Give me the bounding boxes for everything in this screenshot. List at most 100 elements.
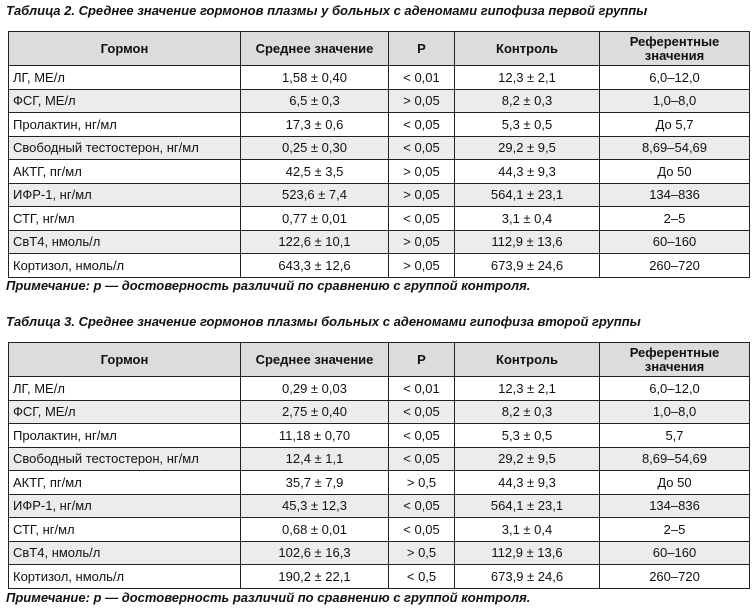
cell-reference: 2–5 xyxy=(599,517,750,542)
cell-hormone: СвТ4, нмоль/л xyxy=(8,540,241,565)
cell-hormone: Пролактин, нг/мл xyxy=(8,423,241,448)
cell-control: 112,9 ± 13,6 xyxy=(454,540,600,565)
cell-reference: До 50 xyxy=(599,159,750,184)
cell-hormone: ФСГ, МЕ/л xyxy=(8,399,241,424)
cell-p: > 0,05 xyxy=(388,253,455,278)
cell-hormone: Пролактин, нг/мл xyxy=(8,112,241,137)
cell-control: 12,3 ± 2,1 xyxy=(454,65,600,90)
cell-control: 44,3 ± 9,3 xyxy=(454,470,600,495)
table2: Гормон Среднее значение P Контроль Рефер… xyxy=(8,31,750,278)
header-reference: Референтные значения xyxy=(599,31,750,66)
cell-p: < 0,05 xyxy=(388,399,455,424)
cell-p: < 0,05 xyxy=(388,135,455,160)
table-row: АКТГ, пг/мл 35,7 ± 7,9 > 0,5 44,3 ± 9,3 … xyxy=(8,470,750,495)
cell-hormone: Свободный тестостерон, нг/мл xyxy=(8,446,241,471)
cell-control: 29,2 ± 9,5 xyxy=(454,446,600,471)
table-row: Пролактин, нг/мл 17,3 ± 0,6 < 0,05 5,3 ±… xyxy=(8,112,750,137)
cell-mean: 0,77 ± 0,01 xyxy=(240,206,389,231)
header-hormone: Гормон xyxy=(8,342,241,377)
cell-p: < 0,05 xyxy=(388,446,455,471)
cell-hormone: ЛГ, МЕ/л xyxy=(8,376,241,401)
cell-reference: 60–160 xyxy=(599,540,750,565)
cell-control: 673,9 ± 24,6 xyxy=(454,564,600,589)
cell-hormone: ЛГ, МЕ/л xyxy=(8,65,241,90)
cell-p: > 0,05 xyxy=(388,88,455,113)
table2-note: Примечание: р — достоверность различий п… xyxy=(6,278,531,293)
cell-mean: 0,68 ± 0,01 xyxy=(240,517,389,542)
cell-reference: 134–836 xyxy=(599,182,750,207)
table-row: АКТГ, пг/мл 42,5 ± 3,5 > 0,05 44,3 ± 9,3… xyxy=(8,159,750,184)
header-mean: Среднее значение xyxy=(240,342,389,377)
cell-control: 112,9 ± 13,6 xyxy=(454,229,600,254)
cell-mean: 12,4 ± 1,1 xyxy=(240,446,389,471)
cell-reference: 6,0–12,0 xyxy=(599,65,750,90)
cell-control: 5,3 ± 0,5 xyxy=(454,423,600,448)
cell-mean: 102,6 ± 16,3 xyxy=(240,540,389,565)
cell-reference: 134–836 xyxy=(599,493,750,518)
cell-reference: 8,69–54,69 xyxy=(599,446,750,471)
cell-reference: 6,0–12,0 xyxy=(599,376,750,401)
cell-p: < 0,05 xyxy=(388,112,455,137)
cell-reference: 5,7 xyxy=(599,423,750,448)
cell-reference: 2–5 xyxy=(599,206,750,231)
cell-mean: 643,3 ± 12,6 xyxy=(240,253,389,278)
cell-reference: До 5,7 xyxy=(599,112,750,137)
cell-hormone: СТГ, нг/мл xyxy=(8,206,241,231)
cell-hormone: ИФР-1, нг/мл xyxy=(8,493,241,518)
table-row: Свободный тестостерон, нг/мл 0,25 ± 0,30… xyxy=(8,135,750,160)
table3-note: Примечание: р — достоверность различий п… xyxy=(6,590,531,605)
cell-mean: 35,7 ± 7,9 xyxy=(240,470,389,495)
cell-p: > 0,05 xyxy=(388,182,455,207)
table-row: ФСГ, МЕ/л 6,5 ± 0,3 > 0,05 8,2 ± 0,3 1,0… xyxy=(8,88,750,113)
cell-control: 3,1 ± 0,4 xyxy=(454,206,600,231)
cell-p: > 0,5 xyxy=(388,540,455,565)
table-header-row: Гормон Среднее значение P Контроль Рефер… xyxy=(8,342,750,377)
cell-hormone: Свободный тестостерон, нг/мл xyxy=(8,135,241,160)
cell-reference: 8,69–54,69 xyxy=(599,135,750,160)
cell-p: < 0,05 xyxy=(388,206,455,231)
cell-control: 5,3 ± 0,5 xyxy=(454,112,600,137)
cell-p: < 0,05 xyxy=(388,493,455,518)
cell-reference: 60–160 xyxy=(599,229,750,254)
header-p: P xyxy=(388,31,455,66)
cell-mean: 42,5 ± 3,5 xyxy=(240,159,389,184)
cell-hormone: АКТГ, пг/мл xyxy=(8,470,241,495)
cell-p: < 0,05 xyxy=(388,517,455,542)
header-control: Контроль xyxy=(454,342,600,377)
cell-reference: До 50 xyxy=(599,470,750,495)
cell-mean: 0,29 ± 0,03 xyxy=(240,376,389,401)
cell-hormone: СТГ, нг/мл xyxy=(8,517,241,542)
cell-control: 12,3 ± 2,1 xyxy=(454,376,600,401)
cell-control: 44,3 ± 9,3 xyxy=(454,159,600,184)
table-row: ИФР-1, нг/мл 45,3 ± 12,3 < 0,05 564,1 ± … xyxy=(8,493,750,518)
table3: Гормон Среднее значение P Контроль Рефер… xyxy=(8,342,750,589)
cell-mean: 11,18 ± 0,70 xyxy=(240,423,389,448)
cell-mean: 523,6 ± 7,4 xyxy=(240,182,389,207)
table-row: Кортизол, нмоль/л 190,2 ± 22,1 < 0,5 673… xyxy=(8,564,750,589)
cell-p: < 0,01 xyxy=(388,65,455,90)
cell-hormone: ФСГ, МЕ/л xyxy=(8,88,241,113)
cell-mean: 6,5 ± 0,3 xyxy=(240,88,389,113)
header-mean: Среднее значение xyxy=(240,31,389,66)
table-row: СвТ4, нмоль/л 122,6 ± 10,1 > 0,05 112,9 … xyxy=(8,229,750,254)
cell-control: 673,9 ± 24,6 xyxy=(454,253,600,278)
cell-reference: 260–720 xyxy=(599,564,750,589)
cell-hormone: АКТГ, пг/мл xyxy=(8,159,241,184)
table-row: ЛГ, МЕ/л 0,29 ± 0,03 < 0,01 12,3 ± 2,1 6… xyxy=(8,376,750,401)
cell-p: > 0,05 xyxy=(388,229,455,254)
cell-mean: 2,75 ± 0,40 xyxy=(240,399,389,424)
cell-reference: 260–720 xyxy=(599,253,750,278)
cell-control: 8,2 ± 0,3 xyxy=(454,399,600,424)
header-hormone: Гормон xyxy=(8,31,241,66)
table-row: Свободный тестостерон, нг/мл 12,4 ± 1,1 … xyxy=(8,446,750,471)
table-row: Кортизол, нмоль/л 643,3 ± 12,6 > 0,05 67… xyxy=(8,253,750,278)
table3-body: ЛГ, МЕ/л 0,29 ± 0,03 < 0,01 12,3 ± 2,1 6… xyxy=(8,376,750,589)
cell-hormone: ИФР-1, нг/мл xyxy=(8,182,241,207)
table-row: Пролактин, нг/мл 11,18 ± 0,70 < 0,05 5,3… xyxy=(8,423,750,448)
cell-mean: 17,3 ± 0,6 xyxy=(240,112,389,137)
cell-p: < 0,05 xyxy=(388,423,455,448)
cell-hormone: Кортизол, нмоль/л xyxy=(8,564,241,589)
cell-mean: 0,25 ± 0,30 xyxy=(240,135,389,160)
cell-control: 564,1 ± 23,1 xyxy=(454,493,600,518)
cell-p: < 0,5 xyxy=(388,564,455,589)
